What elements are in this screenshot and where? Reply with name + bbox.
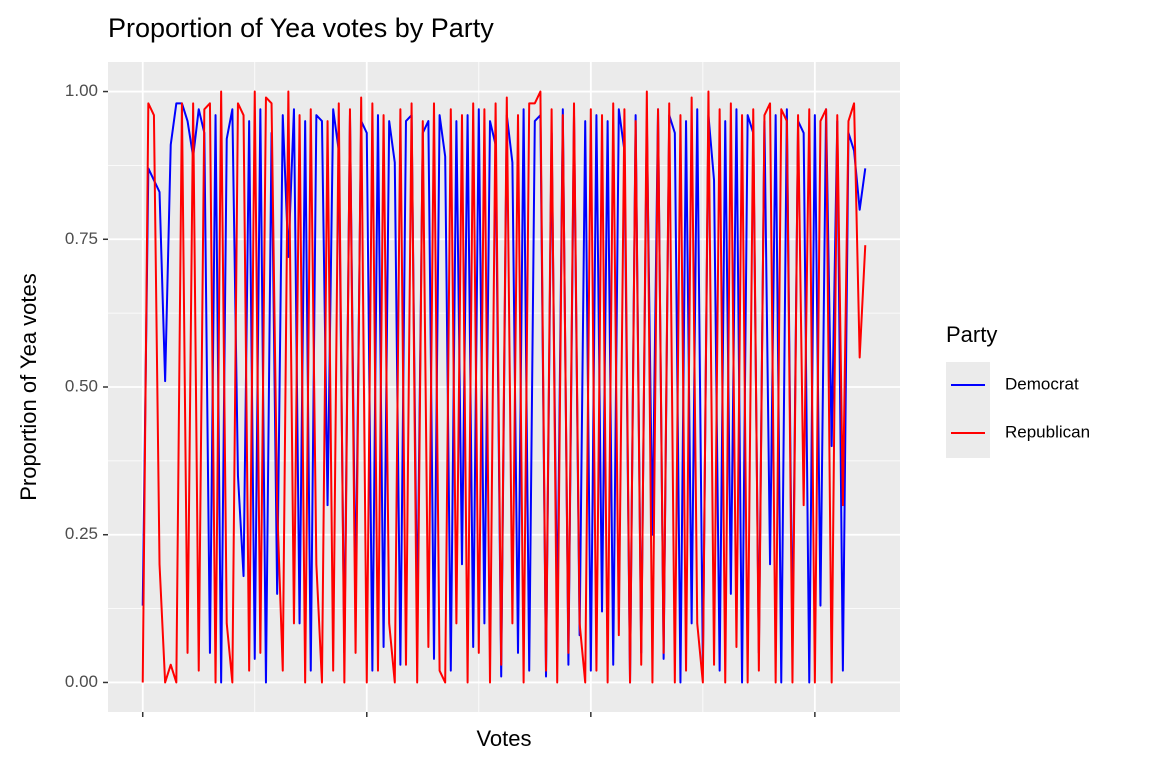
y-axis-label: Proportion of Yea votes <box>16 273 41 501</box>
y-tick-label: 1.00 <box>65 81 98 100</box>
legend-title: Party <box>946 322 997 347</box>
y-tick-label: 0.00 <box>65 672 98 691</box>
y-tick-label: 0.25 <box>65 524 98 543</box>
x-axis-label: Votes <box>476 726 531 751</box>
chart-title: Proportion of Yea votes by Party <box>108 13 494 43</box>
legend-label: Democrat <box>1005 374 1079 393</box>
y-tick-label: 0.50 <box>65 376 98 395</box>
series-line <box>141 90 867 684</box>
y-tick-label: 0.75 <box>65 229 98 248</box>
legend-label: Republican <box>1005 422 1090 441</box>
